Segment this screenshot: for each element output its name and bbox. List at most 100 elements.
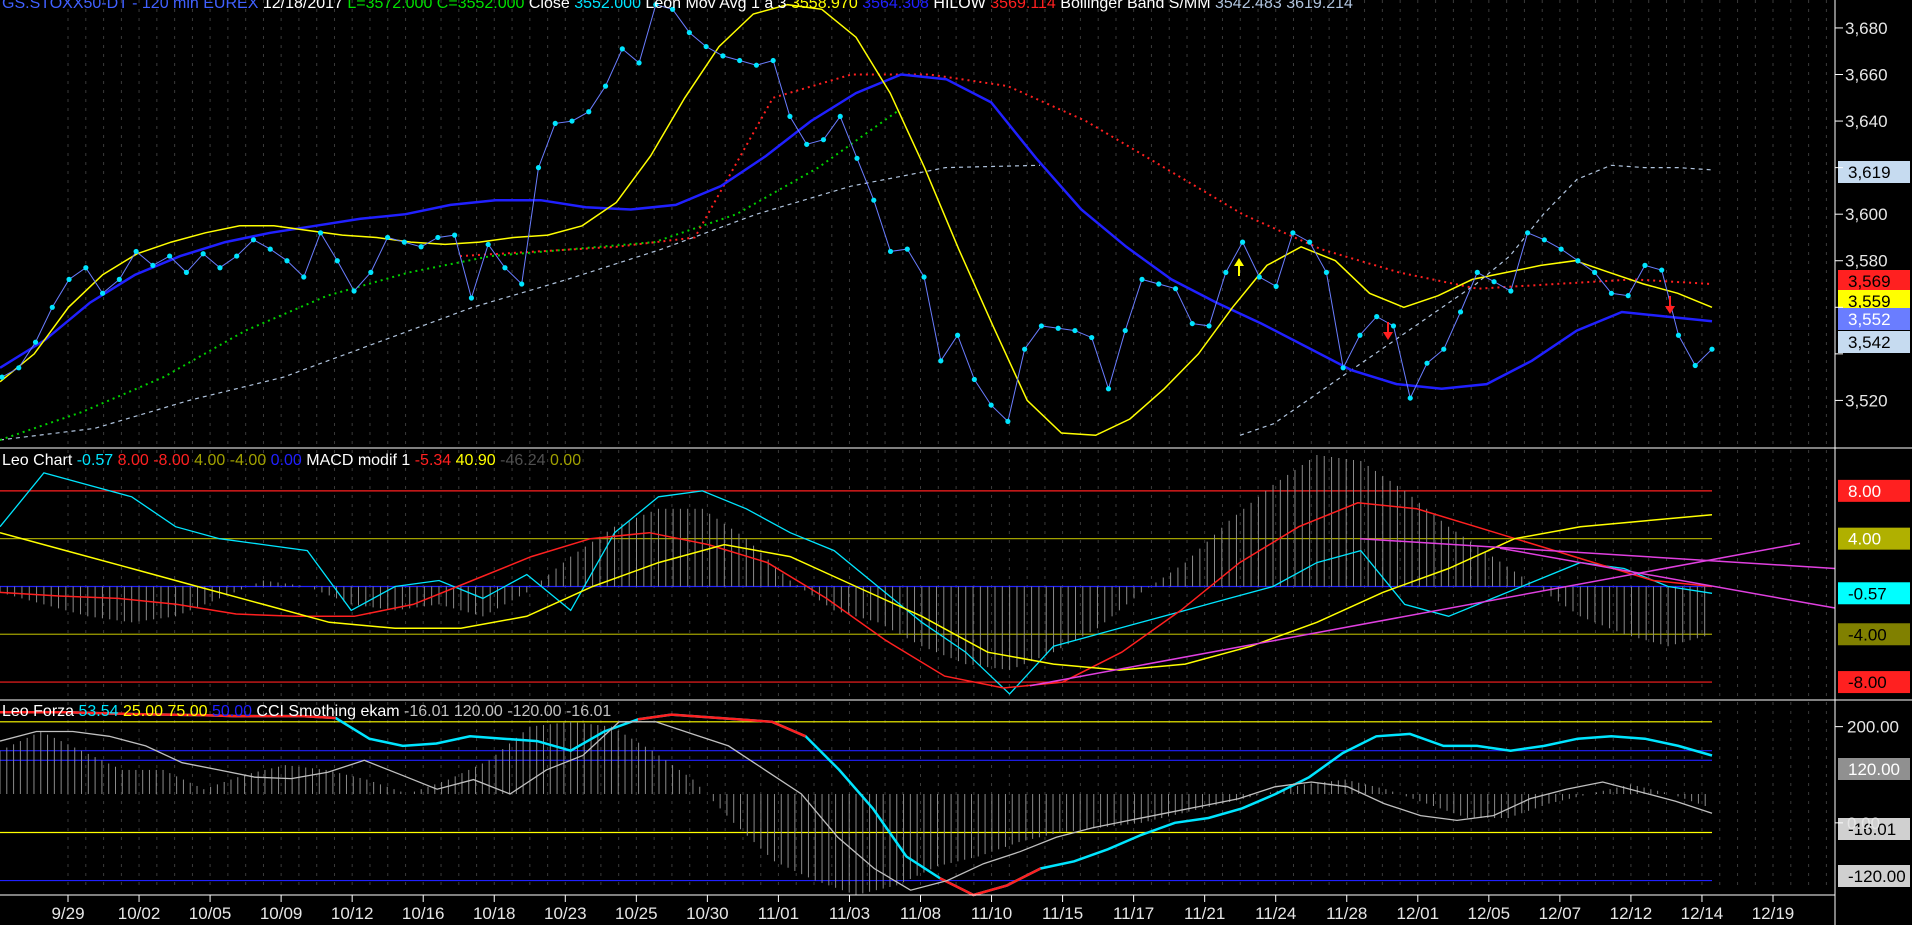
trend-line — [1029, 542, 1801, 687]
close-point — [1223, 269, 1229, 275]
y-tick-label: 3,640 — [1845, 112, 1888, 131]
close-point — [1575, 258, 1581, 264]
close-point — [1139, 276, 1145, 282]
close-point — [669, 6, 676, 12]
price-badge-text: -4.00 — [1848, 625, 1887, 644]
close-point — [1172, 286, 1179, 292]
header-value: -16.01 — [400, 703, 450, 720]
header-value: 40.90 — [451, 452, 496, 469]
close-point — [384, 234, 391, 241]
x-tick-label: 10/02 — [118, 904, 161, 923]
header-value: 120.00 — [449, 703, 502, 720]
close-point — [83, 265, 89, 271]
close-point — [167, 253, 173, 259]
header-value: Leon Mov Avg 1 a 3 — [641, 0, 787, 12]
price-badge-text: 3,542 — [1848, 333, 1891, 352]
close-point — [16, 365, 22, 371]
header-value: 8.00 — [113, 452, 149, 469]
close-point — [1340, 365, 1346, 371]
price-badge: -0.57 — [1838, 582, 1910, 605]
x-tick-label: 12/01 — [1397, 904, 1440, 923]
close-point — [1323, 269, 1330, 275]
header-value: 3564.308 — [858, 0, 929, 12]
close-point — [619, 46, 625, 52]
close-point — [351, 288, 357, 294]
price-badge-text: 3,552 — [1848, 310, 1891, 329]
header-value: 12/18/2017 — [258, 0, 343, 12]
header-value: 3558.970 — [787, 0, 858, 12]
header-value: -46.24 — [496, 452, 546, 469]
header-value: 25.00 — [119, 703, 164, 720]
header-value: Leo Chart — [2, 452, 73, 469]
close-point — [1105, 386, 1112, 392]
price-badge-text: 3,569 — [1848, 272, 1891, 291]
x-tick-label: 10/25 — [615, 904, 658, 923]
x-tick-label: 10/18 — [473, 904, 516, 923]
x-tick-label: 11/10 — [971, 904, 1012, 923]
x-tick-label: 11/17 — [1113, 904, 1154, 923]
price-badge: 3,559 — [1838, 290, 1910, 312]
close-point — [368, 269, 374, 275]
sell-arrow-icon — [1665, 296, 1675, 314]
x-tick-label: 12/07 — [1539, 904, 1582, 923]
header-value: C=3552.000 — [432, 0, 524, 12]
close-point — [1189, 320, 1195, 327]
cci-line — [0, 721, 1713, 891]
x-tick-label: 10/09 — [260, 904, 303, 923]
close-point — [1457, 309, 1464, 315]
x-tick-label: 11/24 — [1255, 904, 1296, 923]
close-point — [1441, 346, 1447, 352]
x-tick-label: 11/15 — [1042, 904, 1083, 923]
close-point — [535, 165, 542, 171]
close-point — [284, 258, 290, 264]
price-badge-text: 3,619 — [1848, 163, 1891, 182]
close-point — [1407, 395, 1413, 401]
header-value: Close — [524, 0, 569, 12]
close-point — [820, 137, 827, 143]
bollinger-line-right — [1239, 164, 1713, 436]
close-point — [183, 269, 190, 275]
close-point — [1089, 334, 1095, 341]
leo-forza-overbought-line — [637, 713, 807, 738]
close-point — [468, 295, 475, 301]
header-value: EUREX — [199, 0, 259, 12]
x-tick-label: 11/01 — [758, 904, 799, 923]
x-tick-label: 12/19 — [1752, 904, 1795, 923]
close-point — [250, 237, 257, 243]
close-point — [1474, 269, 1480, 275]
header-value: 4.00 — [190, 452, 226, 469]
close-point — [1256, 274, 1262, 280]
x-tick-label: 11/21 — [1184, 904, 1225, 923]
close-point — [485, 241, 491, 248]
y-tick-label: 3,600 — [1845, 205, 1888, 224]
close-point — [904, 246, 910, 252]
ma-fast-line — [0, 3, 1713, 437]
price-badge: 120.00 — [1838, 758, 1910, 780]
header-value: 0.00 — [546, 452, 582, 469]
close-point — [401, 239, 407, 245]
close-point — [267, 246, 273, 252]
close-point — [837, 113, 843, 120]
histogram-layer — [0, 455, 1706, 895]
close-point — [753, 62, 760, 68]
close-point — [971, 376, 977, 383]
price-badge-text: -120.00 — [1848, 867, 1906, 886]
price-badge-text: -8.00 — [1848, 673, 1887, 692]
close-point — [1491, 279, 1497, 285]
close-point — [686, 29, 692, 36]
y-tick-label: 3,520 — [1845, 391, 1888, 410]
close-point — [720, 53, 726, 59]
x-tick-label: 10/23 — [544, 904, 587, 923]
close-point — [787, 113, 793, 120]
price-badge: -16.01 — [1838, 818, 1910, 840]
price-badge-text: 4.00 — [1848, 530, 1881, 549]
close-point — [116, 276, 122, 282]
x-tick-label: 10/05 — [189, 904, 232, 923]
grid-layer — [0, 0, 1827, 890]
y-tick-label: 3,580 — [1845, 252, 1888, 271]
close-point — [770, 57, 776, 64]
close-point — [636, 60, 642, 66]
close-point — [1005, 418, 1011, 424]
header-value: 0.00 — [266, 452, 302, 469]
